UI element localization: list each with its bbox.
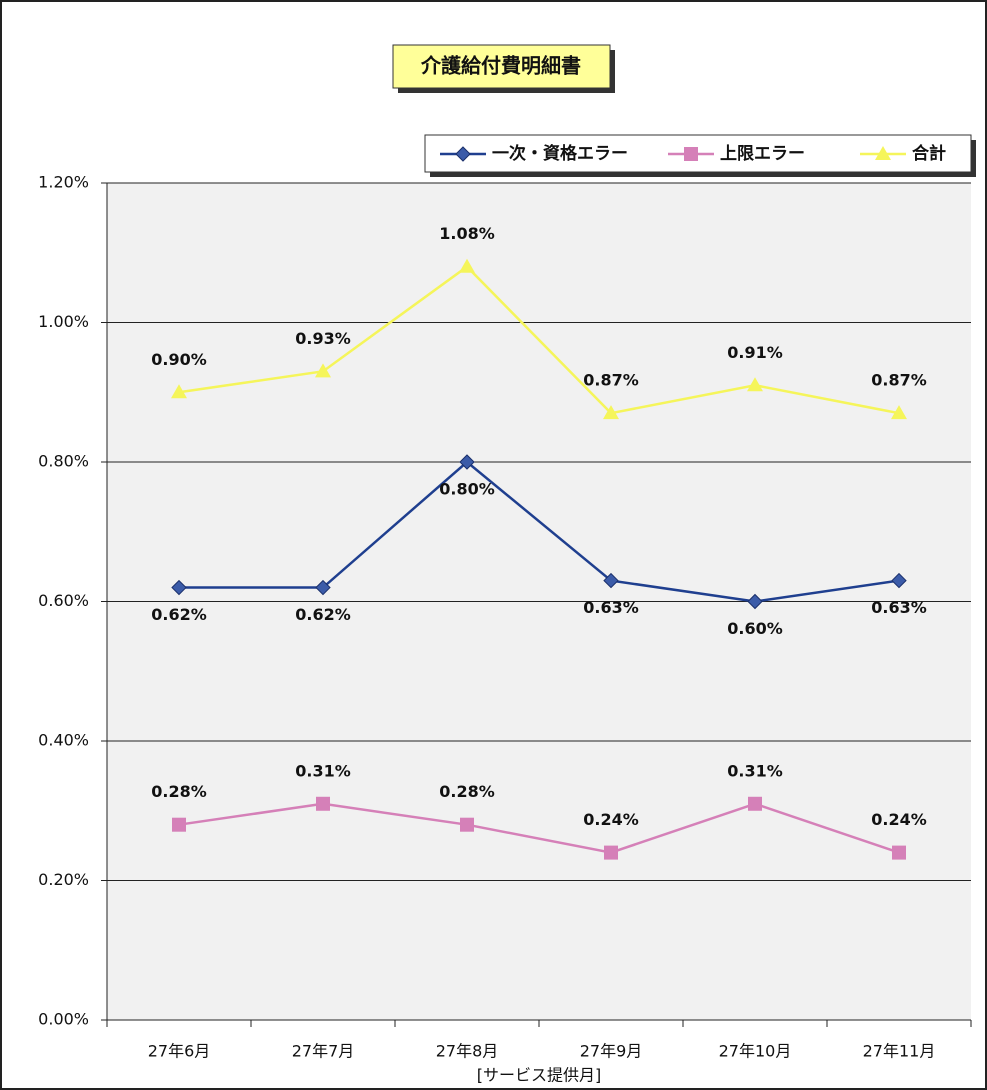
data-label: 0.90% (151, 350, 207, 369)
x-tick-label: 27年7月 (292, 1042, 355, 1061)
data-label: 0.60% (727, 619, 783, 638)
marker (171, 384, 187, 399)
y-tick-label: 0.80% (38, 452, 89, 471)
marker (891, 572, 907, 589)
data-label: 0.91% (727, 343, 783, 362)
marker (172, 817, 186, 832)
title-box (392, 44, 611, 89)
marker (459, 258, 475, 273)
series-line (178, 265, 900, 415)
x-axis-label: [サービス提供月] (477, 1066, 602, 1085)
x-tick-label: 27年9月 (580, 1042, 643, 1061)
marker (315, 363, 331, 378)
data-label: 0.62% (295, 605, 351, 624)
legend-marker (684, 147, 698, 161)
series-line (179, 460, 900, 603)
marker (603, 572, 619, 589)
data-label: 0.63% (871, 598, 927, 617)
marker (892, 845, 906, 860)
y-tick-label: 1.20% (38, 173, 89, 192)
y-tick-label: 0.60% (38, 591, 89, 610)
legend-marker (455, 146, 471, 162)
data-label: 0.80% (439, 480, 495, 499)
data-label: 0.93% (295, 329, 351, 348)
data-label: 0.62% (151, 605, 207, 624)
x-tick-label: 27年8月 (436, 1042, 499, 1061)
marker (603, 405, 619, 420)
legend-label: 一次・資格エラー (492, 143, 628, 164)
marker (748, 796, 762, 811)
data-label: 0.31% (295, 761, 351, 780)
legend-label: 上限エラー (720, 144, 805, 164)
data-label: 0.24% (583, 810, 639, 829)
data-label: 0.87% (871, 371, 927, 390)
data-label: 0.28% (151, 782, 207, 801)
marker (171, 579, 187, 596)
data-label: 0.24% (871, 810, 927, 829)
legend-label: 合計 (912, 143, 946, 164)
data-label: 0.28% (439, 782, 495, 801)
data-label: 0.31% (727, 761, 783, 780)
y-tick-label: 1.00% (38, 312, 89, 331)
marker (315, 579, 331, 596)
data-label: 1.08% (439, 224, 495, 243)
marker (747, 377, 763, 392)
y-tick-label: 0.40% (38, 731, 89, 750)
y-tick-label: 0.00% (38, 1010, 89, 1029)
series-line (178, 802, 900, 854)
x-tick-label: 27年6月 (148, 1042, 211, 1061)
x-tick-label: 27年11月 (863, 1042, 936, 1061)
marker (747, 593, 763, 610)
marker (460, 817, 474, 832)
marker (459, 454, 475, 470)
x-tick-label: 27年10月 (719, 1042, 792, 1061)
marker (604, 845, 618, 860)
data-label: 0.87% (583, 371, 639, 390)
marker (316, 796, 330, 811)
y-tick-label: 0.20% (38, 870, 89, 889)
data-label: 0.63% (583, 598, 639, 617)
marker (891, 405, 907, 420)
chart-title: 介護給付費明細書 (420, 54, 581, 78)
legend-marker (875, 146, 891, 160)
